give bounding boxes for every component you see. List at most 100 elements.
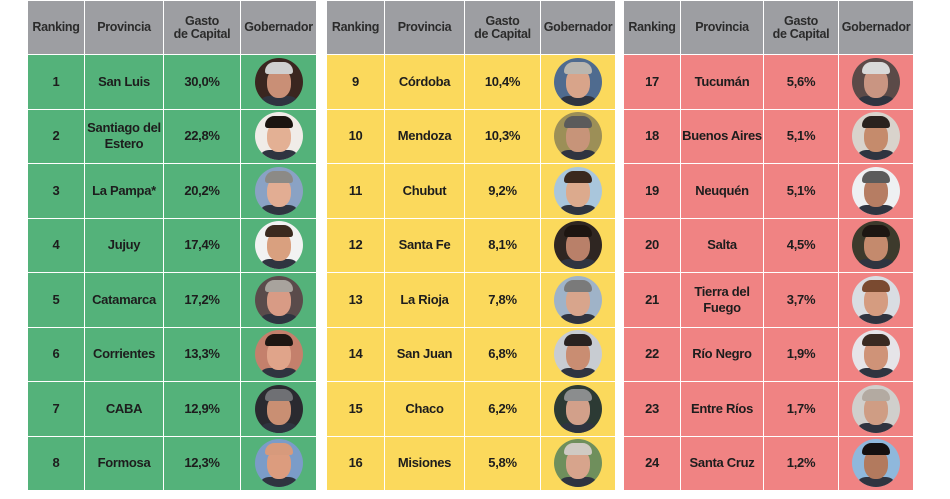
table-row: 4 Jujuy 17,4% xyxy=(27,217,317,273)
table-row: 12 Santa Fe 8,1% xyxy=(326,217,616,273)
governor-avatar xyxy=(254,384,303,433)
provincia-cell: Santa Fe xyxy=(384,217,465,273)
avatar-suit xyxy=(258,95,299,106)
gasto-cell: 4,5% xyxy=(763,217,839,273)
avatar-suit xyxy=(558,204,598,215)
provincia-cell: Salta xyxy=(680,217,764,273)
avatar-suit xyxy=(856,368,896,379)
ranking-cell: 6 xyxy=(27,326,85,382)
provincia-cell: Neuquén xyxy=(680,163,764,219)
ranking-panel-mid: Ranking Provincia Gasto de Capital Gobernado… xyxy=(326,0,616,491)
header-provincia: Provincia xyxy=(84,0,164,55)
ranking-cell: 8 xyxy=(27,435,85,491)
header-row: Ranking Provincia Gasto de Capital Gobernado… xyxy=(326,0,616,55)
header-ranking: Ranking xyxy=(623,0,681,55)
ranking-panel-top: Ranking Provincia Gasto de Capital Gobernado… xyxy=(27,0,317,491)
governor-avatar xyxy=(554,275,602,324)
governor-avatar xyxy=(254,275,303,324)
gobernador-cell xyxy=(838,272,914,328)
avatar-hair xyxy=(264,279,293,292)
gobernador-cell xyxy=(838,326,914,382)
avatar-suit xyxy=(558,313,598,324)
ranking-cell: 1 xyxy=(27,54,85,110)
gasto-cell: 5,6% xyxy=(763,54,839,110)
header-gasto-de-capital: Gasto de Capital xyxy=(464,0,541,55)
gasto-cell: 1,9% xyxy=(763,326,839,382)
provincia-cell: Mendoza xyxy=(384,108,465,164)
table-row: 9 Córdoba 10,4% xyxy=(326,54,616,110)
gobernador-cell xyxy=(838,54,914,110)
provincia-cell: Río Negro xyxy=(680,326,764,382)
avatar-hair xyxy=(862,388,890,401)
avatar-hair xyxy=(862,443,890,456)
governor-avatar xyxy=(254,439,303,488)
governor-avatar xyxy=(254,112,303,161)
provincia-cell: Misiones xyxy=(384,435,465,491)
gobernador-cell xyxy=(838,108,914,164)
avatar-hair xyxy=(264,116,293,129)
table-row: 14 San Juan 6,8% xyxy=(326,326,616,382)
header-provincia: Provincia xyxy=(680,0,764,55)
provincia-cell: Córdoba xyxy=(384,54,465,110)
gobernador-cell xyxy=(240,435,317,491)
table-row: 7 CABA 12,9% xyxy=(27,381,317,437)
ranking-table: Ranking Provincia Gasto de Capital Gobernado… xyxy=(623,0,914,491)
gobernador-cell xyxy=(240,108,317,164)
governor-avatar xyxy=(254,221,303,270)
governor-avatar xyxy=(554,221,602,270)
avatar-hair xyxy=(264,443,293,456)
gasto-cell: 5,8% xyxy=(464,435,541,491)
provincia-cell: CABA xyxy=(84,381,164,437)
provincia-cell: San Luis xyxy=(84,54,164,110)
provincia-cell: Santa Cruz xyxy=(680,435,764,491)
gasto-cell: 12,3% xyxy=(163,435,241,491)
header-gasto-line1: Gasto xyxy=(185,13,219,28)
gasto-cell: 6,8% xyxy=(464,326,541,382)
ranking-cell: 14 xyxy=(326,326,385,382)
table-row: 1 San Luis 30,0% xyxy=(27,54,317,110)
gobernador-cell xyxy=(240,326,317,382)
avatar-hair xyxy=(862,170,890,183)
gobernador-cell xyxy=(240,163,317,219)
header-gasto-line1: Gasto xyxy=(485,13,520,28)
avatar-hair xyxy=(564,334,592,347)
avatar-suit xyxy=(258,204,299,215)
ranking-cell: 15 xyxy=(326,381,385,437)
gobernador-cell xyxy=(838,381,914,437)
avatar-suit xyxy=(856,422,896,433)
header-gasto-de-capital: Gasto de Capital xyxy=(163,0,241,55)
ranking-cell: 7 xyxy=(27,381,85,437)
provincia-cell: San Juan xyxy=(384,326,465,382)
avatar-suit xyxy=(856,259,896,270)
gobernador-cell xyxy=(540,381,616,437)
governor-avatar xyxy=(554,439,602,488)
gobernador-cell xyxy=(240,217,317,273)
avatar-suit xyxy=(258,422,299,433)
header-gobernador: Gobernador xyxy=(838,0,914,55)
gasto-cell: 7,8% xyxy=(464,272,541,328)
avatar-hair xyxy=(564,61,592,74)
governor-avatar xyxy=(852,221,900,270)
header-row: Ranking Provincia Gasto de Capital Gobernado… xyxy=(623,0,914,55)
header-gobernador: Gobernador xyxy=(540,0,616,55)
gasto-cell: 1,7% xyxy=(763,381,839,437)
gasto-cell: 17,4% xyxy=(163,217,241,273)
avatar-suit xyxy=(258,313,299,324)
gasto-cell: 20,2% xyxy=(163,163,241,219)
ranking-table: Ranking Provincia Gasto de Capital Gobernado… xyxy=(326,0,616,491)
header-row: Ranking Provincia Gasto de Capital Gobernado… xyxy=(27,0,317,55)
gobernador-cell xyxy=(838,217,914,273)
governor-avatar xyxy=(254,330,303,379)
ranking-cell: 2 xyxy=(27,108,85,164)
ranking-cell: 4 xyxy=(27,217,85,273)
governor-avatar xyxy=(554,384,602,433)
gobernador-cell xyxy=(540,54,616,110)
avatar-hair xyxy=(564,279,592,292)
avatar-suit xyxy=(258,368,299,379)
ranking-cell: 18 xyxy=(623,108,681,164)
ranking-table: Ranking Provincia Gasto de Capital Gobernado… xyxy=(27,0,317,491)
provincia-cell: Buenos Aires xyxy=(680,108,764,164)
avatar-suit xyxy=(558,422,598,433)
avatar-suit xyxy=(258,477,299,488)
table-row: 24 Santa Cruz 1,2% xyxy=(623,435,914,491)
